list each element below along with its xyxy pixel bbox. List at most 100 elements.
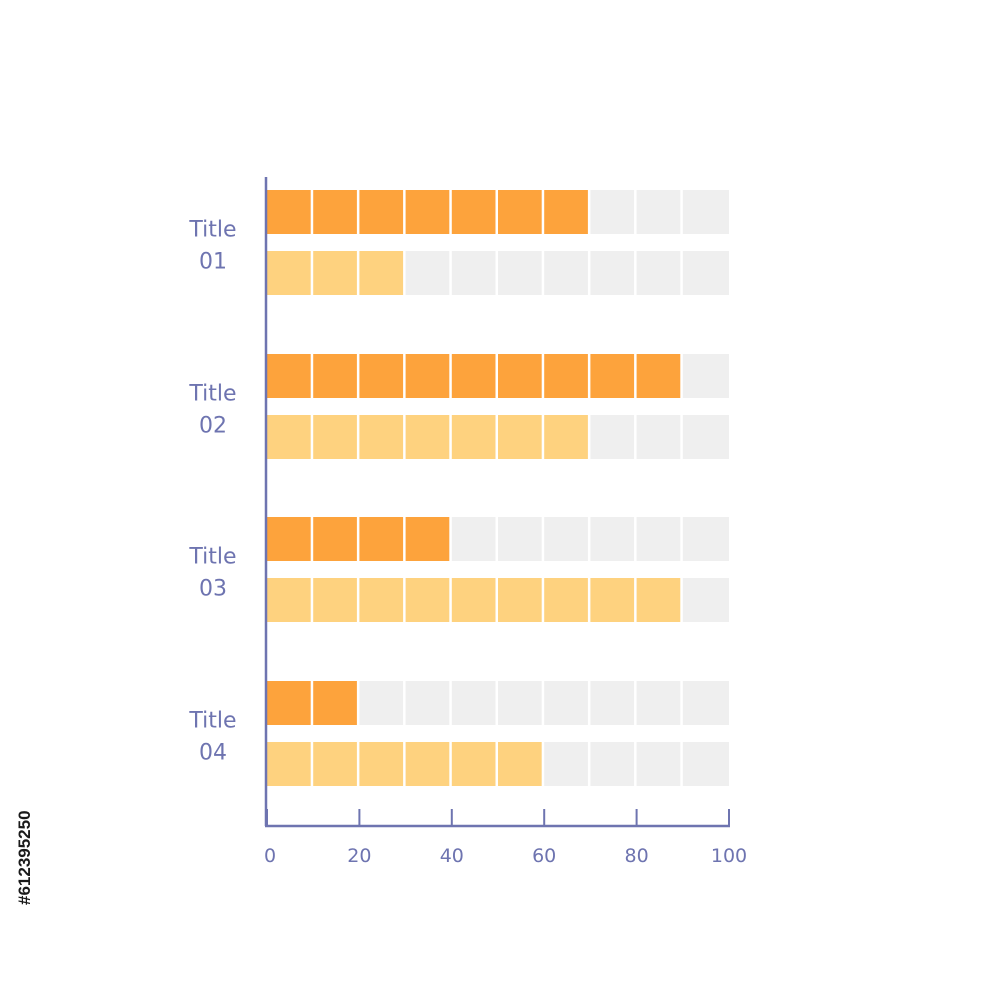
track-segment: [590, 742, 635, 786]
bar-segment: [451, 354, 496, 398]
track-segment: [636, 517, 681, 561]
track-segment: [544, 517, 588, 561]
track-segment: [636, 190, 681, 234]
track-segment: [590, 190, 635, 234]
bar-segment: [267, 354, 311, 398]
bar-segment: [544, 354, 588, 398]
category-label-line: Title: [188, 709, 236, 734]
bars: [267, 190, 681, 786]
bar-segment: [313, 517, 357, 561]
bar-segment: [405, 415, 450, 459]
bar-segment: [405, 354, 450, 398]
axes: [264, 177, 730, 828]
bar-segment: [267, 251, 311, 295]
category-label: Title 01: [188, 218, 236, 275]
category-label-line: 03: [199, 577, 227, 602]
bar-segment: [498, 354, 542, 398]
bar-segment: [498, 190, 542, 234]
bar-segment: [313, 681, 357, 725]
category-label: Title 04: [188, 709, 236, 766]
stock-id-watermark: #612395250: [15, 810, 34, 905]
track-segment: [544, 742, 588, 786]
track-segment: [498, 681, 542, 725]
bar-segment: [590, 578, 635, 622]
bar-segment: [313, 354, 357, 398]
track-segment: [636, 742, 681, 786]
track-segment: [451, 517, 496, 561]
bar-segment: [359, 517, 404, 561]
bar-segment: [405, 190, 450, 234]
bar-segment: [267, 517, 311, 561]
bar-segment: [451, 578, 496, 622]
track-segment: [682, 517, 729, 561]
bar-segment: [498, 415, 542, 459]
category-label-line: 02: [199, 414, 227, 439]
track-segment: [405, 681, 450, 725]
bar-segment: [359, 415, 404, 459]
category-label-line: Title: [188, 218, 236, 243]
track-segment: [590, 517, 635, 561]
bar-segment: [544, 578, 588, 622]
stock-id-text: #612395250: [15, 810, 34, 905]
bar-segment: [405, 517, 450, 561]
bar-segment: [451, 415, 496, 459]
track-segment: [590, 251, 635, 295]
x-tick-label: 0: [264, 845, 276, 867]
bar-segment: [359, 251, 404, 295]
track-segment: [682, 578, 729, 622]
bar-segment: [636, 354, 681, 398]
track-segment: [682, 190, 729, 234]
x-tick-label: 80: [625, 845, 649, 867]
bar-segment: [313, 190, 357, 234]
track-segment: [682, 354, 729, 398]
track-segment: [636, 681, 681, 725]
x-axis-ticks: 0 20 40 60 80 100: [264, 809, 747, 867]
category-label: Title 02: [188, 382, 236, 439]
x-tick-label: 20: [347, 845, 371, 867]
bar-segment: [498, 742, 542, 786]
track-segment: [682, 742, 729, 786]
category-label-line: 01: [199, 250, 227, 275]
bar-segment: [313, 578, 357, 622]
track-segment: [636, 415, 681, 459]
bar-segment: [498, 578, 542, 622]
category-labels: Title 01 Title 02 Title 03 Title 04: [188, 218, 236, 766]
track-segment: [682, 415, 729, 459]
bar-segment: [359, 190, 404, 234]
category-label: Title 03: [188, 545, 236, 602]
x-tick-label: 100: [711, 845, 747, 867]
track-segment: [590, 415, 635, 459]
track-segment: [636, 251, 681, 295]
bar-segment: [544, 190, 588, 234]
bar-segment: [267, 742, 311, 786]
bar-segment: [405, 742, 450, 786]
bar-segment: [405, 578, 450, 622]
category-label-line: 04: [199, 741, 227, 766]
category-label-line: Title: [188, 545, 236, 570]
track-segment: [682, 251, 729, 295]
bar-segment: [267, 190, 311, 234]
track-segment: [359, 681, 404, 725]
bar-segment: [267, 578, 311, 622]
bar-segment: [544, 415, 588, 459]
track-segment: [590, 681, 635, 725]
bar-segment: [313, 415, 357, 459]
bar-segment: [451, 742, 496, 786]
track-segment: [544, 251, 588, 295]
track-segment: [498, 251, 542, 295]
track-segment: [451, 251, 496, 295]
bar-segment: [313, 742, 357, 786]
track-segment: [682, 681, 729, 725]
bar-segment: [359, 354, 404, 398]
track-segment: [405, 251, 450, 295]
bar-segment: [313, 251, 357, 295]
track-segment: [451, 681, 496, 725]
bar-segment: [590, 354, 635, 398]
category-label-line: Title: [188, 382, 236, 407]
bar-segment: [636, 578, 681, 622]
bar-segment: [451, 190, 496, 234]
track-segment: [498, 517, 542, 561]
track-segment: [544, 681, 588, 725]
bar-segment: [267, 681, 311, 725]
